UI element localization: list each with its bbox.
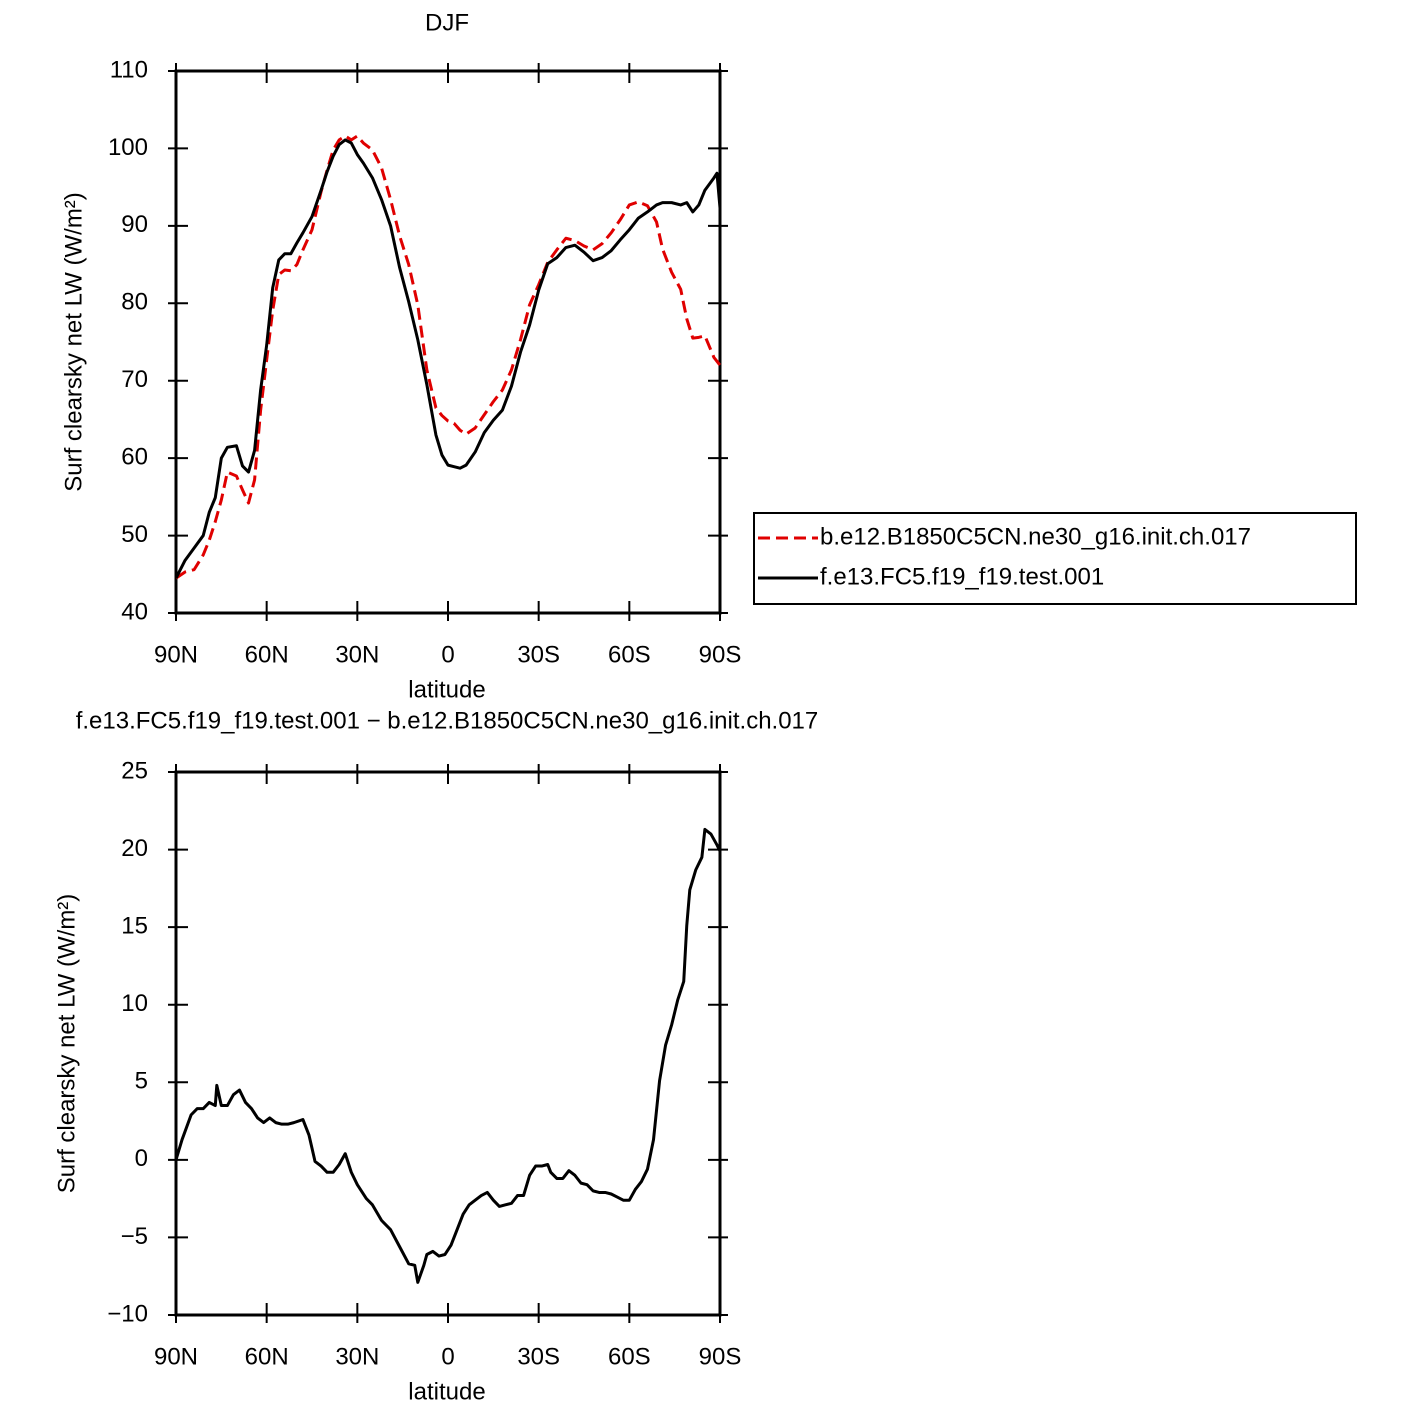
y-axis-label: Surf clearsky net LW (W/m²) [60,192,87,492]
y-axis-label: Surf clearsky net LW (W/m²) [53,894,80,1194]
plot-frame [174,69,722,615]
y-tick-label: 70 [121,366,148,393]
y-tick-label: 50 [121,521,148,548]
y-tick-label: 0 [135,1145,148,1172]
y-tick-label: 10 [121,990,148,1017]
x-tick-label: 30N [335,641,379,668]
y-tick-label: 25 [121,757,148,784]
x-tick-label: 90N [154,641,198,668]
plot-frame [174,770,722,1317]
x-tick-label: 30S [517,641,560,668]
x-tick-label: 90N [154,1343,198,1370]
data-line [174,138,722,579]
y-tick-label: 20 [121,835,148,862]
x-tick-label: 30S [517,1343,560,1370]
x-tick-label: 30N [335,1343,379,1370]
legend-label: f.e13.FC5.f19_f19.test.001 [820,563,1104,590]
y-tick-label: 40 [121,598,148,625]
y-tick-label: 15 [121,912,148,939]
x-axis-label: latitude [408,1378,485,1405]
y-tick-label: 5 [135,1068,148,1095]
y-tick-label: −10 [107,1300,148,1327]
chart-title: f.e13.FC5.f19_f19.test.001 − b.e12.B1850… [76,707,819,734]
legend-box [753,512,1357,605]
x-tick-label: 60N [245,641,289,668]
y-tick-label: 80 [121,289,148,316]
y-tick-label: 60 [121,443,148,470]
data-line [175,134,722,580]
x-tick-label: 60S [608,1343,651,1370]
y-tick-label: 90 [121,211,148,238]
y-tick-label: 100 [108,134,148,161]
x-tick-label: 0 [441,1343,454,1370]
chart-title: DJF [425,9,469,36]
x-tick-label: 90S [699,1343,742,1370]
x-tick-label: 60S [608,641,651,668]
y-tick-label: 110 [110,56,148,83]
x-tick-label: 90S [699,641,742,668]
x-tick-label: 0 [441,641,454,668]
legend-label: b.e12.B1850C5CN.ne30_g16.init.ch.017 [820,523,1251,550]
y-tick-label: −5 [121,1223,148,1250]
data-line [174,827,722,1284]
x-tick-label: 60N [245,1343,289,1370]
x-axis-label: latitude [408,676,485,703]
